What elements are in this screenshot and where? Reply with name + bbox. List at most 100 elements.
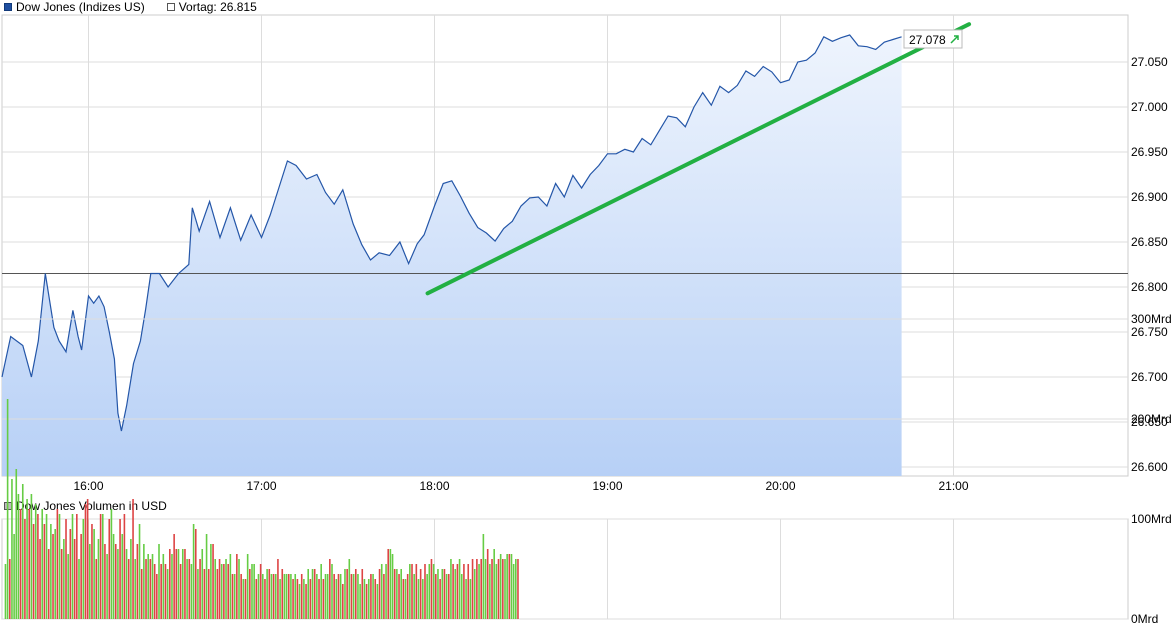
volume-bar	[413, 574, 415, 619]
volume-bar	[4, 564, 7, 619]
volume-bar	[463, 564, 465, 619]
volume-bar	[80, 534, 82, 619]
volume-bar	[147, 554, 149, 619]
volume-bar	[138, 524, 141, 619]
price-y-tick-label: 26.850	[1131, 235, 1168, 249]
price-y-tick-label: 26.800	[1131, 280, 1168, 294]
volume-bar	[104, 544, 106, 619]
volume-bar	[244, 579, 247, 619]
prev-swatch	[166, 3, 175, 11]
volume-bar	[32, 524, 35, 619]
volume-bar	[160, 564, 162, 619]
volume-bar	[396, 569, 398, 619]
volume-bar	[491, 559, 493, 619]
price-y-tick-label: 26.650	[1131, 415, 1168, 429]
volume-bar	[517, 559, 519, 619]
volume-bar	[156, 574, 158, 619]
volume-bar	[512, 564, 515, 619]
volume-bar	[132, 499, 134, 619]
price-y-tick-label: 26.950	[1131, 145, 1168, 159]
volume-bar	[435, 574, 437, 619]
volume-y-tick-label: 0Mrd	[1131, 612, 1158, 626]
volume-bar	[173, 534, 175, 619]
volume-bar	[8, 559, 11, 619]
volume-bar	[495, 564, 498, 619]
volume-bar	[376, 584, 379, 619]
volume-bar	[424, 564, 426, 619]
volume-bar	[30, 494, 33, 619]
volume-bar	[101, 514, 104, 619]
x-tick-label: 18:00	[419, 479, 449, 493]
volume-bar	[285, 574, 288, 619]
volume-bar	[320, 564, 322, 619]
volume-bar	[309, 579, 312, 619]
x-tick-label: 16:00	[73, 479, 103, 493]
volume-bar	[242, 579, 245, 619]
volume-bar	[19, 509, 22, 619]
volume-bar	[287, 574, 290, 619]
volume-bar	[71, 514, 74, 619]
volume-bar	[67, 554, 69, 619]
volume-bar	[236, 554, 238, 619]
volume-bar	[41, 509, 44, 619]
volume-bar	[121, 534, 124, 619]
volume-bar	[283, 574, 286, 619]
volume-bar	[344, 569, 346, 619]
volume-bar	[274, 574, 277, 619]
volume-bar	[339, 574, 342, 619]
volume-bar	[15, 469, 18, 619]
volume-bar	[166, 569, 169, 619]
volume-bar	[194, 529, 197, 619]
volume-bar	[456, 564, 459, 619]
volume-bar	[445, 574, 448, 619]
volume-bar	[114, 544, 117, 619]
volume-bar	[489, 564, 491, 619]
volume-bar	[6, 399, 9, 619]
volume-bar	[378, 569, 381, 619]
volume-bar	[251, 564, 253, 619]
volume-bar	[119, 519, 121, 619]
volume-bar	[422, 579, 424, 619]
volume-bar	[502, 559, 504, 619]
volume-bar	[108, 519, 111, 619]
volume-bar	[387, 549, 390, 619]
volume-bar	[281, 569, 284, 619]
volume-bar	[346, 569, 348, 619]
volume-bar	[292, 579, 294, 619]
volume-bar	[11, 479, 13, 619]
volume-bar	[300, 574, 303, 619]
volume-bar	[303, 579, 305, 619]
volume-bar	[54, 529, 56, 619]
volume-bar	[26, 499, 28, 619]
x-tick-label: 20:00	[765, 479, 795, 493]
volume-bar	[393, 569, 396, 619]
volume-bar	[374, 579, 377, 619]
volume-bar	[34, 504, 37, 619]
up-arrow-icon	[950, 35, 959, 44]
volume-bar	[177, 549, 180, 619]
volume-bar	[294, 574, 297, 619]
volume-bar	[404, 579, 407, 619]
volume-bar	[140, 569, 143, 619]
volume-bar	[91, 524, 93, 619]
volume-bar	[402, 579, 405, 619]
volume-bar	[365, 584, 368, 619]
volume-bar	[112, 534, 115, 619]
volume-bar	[307, 569, 310, 619]
volume-bar	[17, 494, 20, 619]
volume-bar	[298, 584, 301, 619]
last-value-label: 27.078	[909, 33, 946, 47]
volume-bar	[318, 579, 320, 619]
volume-bar	[52, 534, 54, 619]
volume-bar	[249, 569, 251, 619]
price-y-tick-label: 26.900	[1131, 190, 1168, 204]
volume-bar	[86, 499, 89, 619]
volume-bar	[130, 539, 132, 619]
volume-bar	[383, 574, 385, 619]
volume-bar	[240, 574, 242, 619]
volume-bar	[264, 579, 266, 619]
trendline	[425, 22, 972, 296]
volume-bar	[439, 579, 441, 619]
volume-bar	[437, 569, 439, 619]
